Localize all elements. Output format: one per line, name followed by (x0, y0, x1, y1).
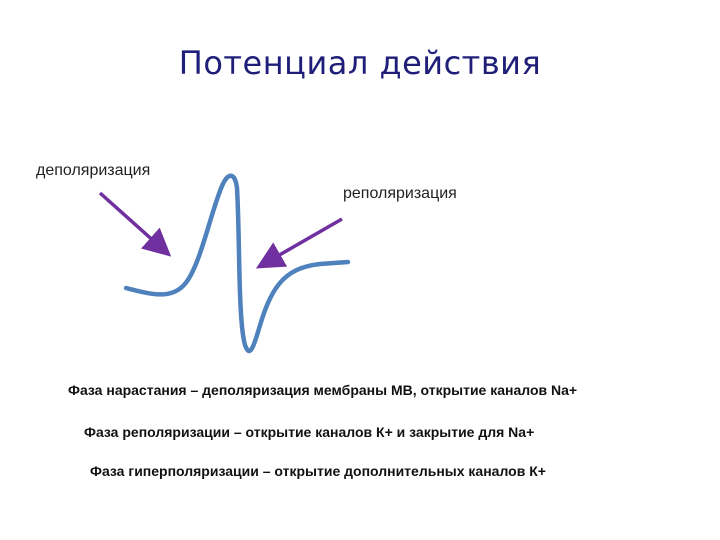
repolarization-label: реполяризация (343, 185, 457, 202)
depolarization-label: деполяризация (36, 162, 151, 179)
slide-title: Потенциал действия (178, 44, 542, 82)
hyperpolarization-phase-description: Фаза гиперполяризации – открытие дополни… (90, 463, 546, 479)
depolarization-arrow (98, 191, 172, 257)
repolarization-phase-description: Фаза реполяризации – открытие каналов К+… (84, 424, 535, 440)
repolarization-arrow (255, 217, 343, 269)
action-potential-curve (123, 173, 351, 354)
rising-phase-description: Фаза нарастания – деполяризация мембраны… (68, 382, 578, 398)
